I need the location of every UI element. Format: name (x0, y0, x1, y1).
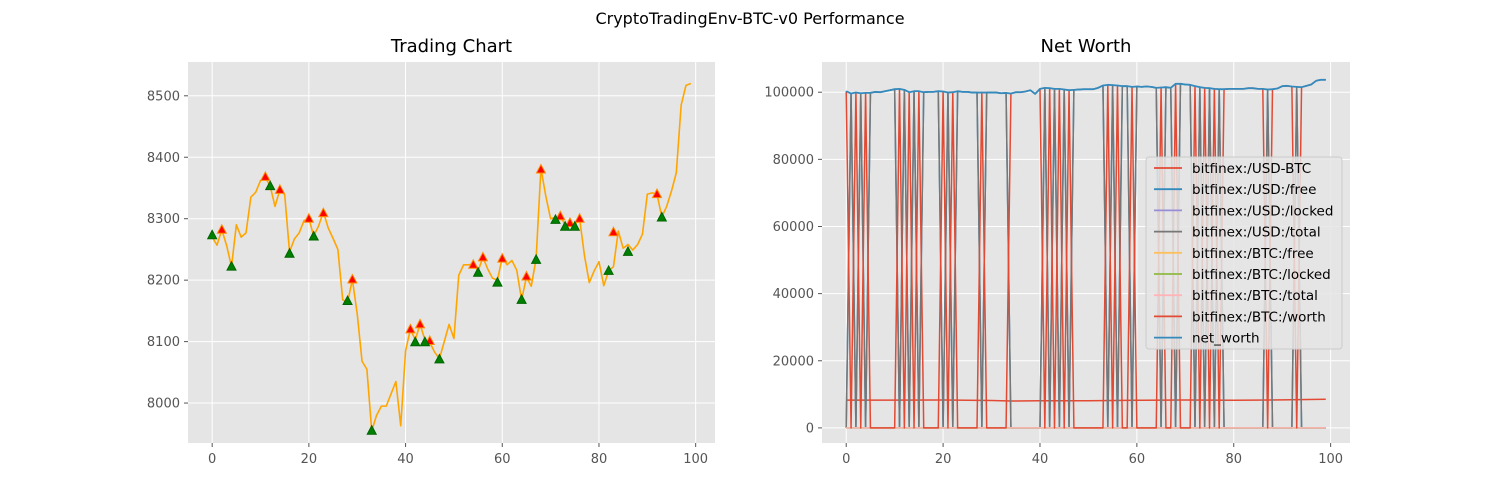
sell-marker (347, 273, 358, 284)
legend-label: bitfinex:/USD:/total (1192, 225, 1321, 241)
legend-box (1145, 156, 1343, 350)
buy-marker (492, 276, 503, 287)
buy-marker (656, 211, 668, 222)
y-tick-label: 100000 (764, 86, 814, 101)
sell-marker (608, 226, 619, 237)
buy-marker (342, 294, 353, 306)
sell-marker (554, 210, 566, 221)
y-tick-label: 80000 (773, 153, 814, 168)
sell-marker (274, 183, 286, 194)
legend-label: bitfinex:/BTC:/locked (1192, 267, 1331, 283)
buy-marker (472, 266, 484, 277)
y-tick-label: 8000 (147, 397, 180, 412)
sell-marker (467, 258, 479, 269)
buy-marker (550, 213, 561, 224)
sell-marker (318, 207, 329, 218)
legend-label: bitfinex:/BTC:/free (1192, 246, 1314, 262)
sell-marker (405, 323, 416, 334)
buy-marker (264, 180, 276, 191)
y-tick-label: 8200 (147, 274, 180, 289)
x-tick-label: 60 (494, 452, 511, 467)
y-tick-label: 8400 (147, 151, 180, 166)
legend-label: bitfinex:/USD:/locked (1192, 203, 1333, 219)
sell-marker (414, 318, 426, 329)
buy-marker (434, 353, 445, 364)
x-tick-label: 0 (208, 452, 216, 467)
x-tick-label: 100 (1318, 452, 1343, 467)
net-worth-legend: bitfinex:/USD-BTC bitfinex:/USD:/free bitf… (1145, 156, 1343, 350)
price-line (211, 82, 692, 432)
trading-chart-plot-area (188, 62, 715, 443)
buy-marker (603, 264, 614, 275)
net-worth-title: Net Worth (1041, 36, 1132, 57)
legend-label: bitfinex:/BTC:/worth (1192, 309, 1326, 325)
x-tick-label: 40 (1032, 452, 1049, 467)
series-line-8 (845, 78, 1326, 95)
sell-marker (260, 170, 271, 181)
sell-marker (496, 252, 508, 263)
legend-label: bitfinex:/USD-BTC (1192, 161, 1311, 177)
legend-label: bitfinex:/BTC:/total (1192, 288, 1318, 304)
sell-marker (574, 212, 585, 223)
figure-title: CryptoTradingEnv-BTC-v0 Performance (595, 9, 904, 28)
net-worth-axes: Net Worth 0 20 40 60 80 100 0 20000 40000 60000 80… (764, 36, 1350, 467)
y-tick-label: 40000 (773, 287, 814, 302)
y-tick-label: 60000 (773, 220, 814, 235)
x-tick-label: 20 (935, 452, 952, 467)
buy-marker (530, 253, 542, 264)
y-tick-label: 20000 (773, 354, 814, 369)
buy-marker (366, 424, 378, 435)
buy-marker (308, 230, 320, 241)
sell-marker (535, 163, 547, 174)
buy-marker (559, 220, 571, 231)
sell-marker (651, 188, 663, 199)
x-tick-label: 80 (591, 452, 608, 467)
x-tick-label: 0 (842, 452, 850, 467)
sell-marker (216, 223, 228, 234)
x-tick-label: 100 (683, 452, 708, 467)
series-line-0 (846, 398, 1326, 402)
buy-marker (419, 336, 431, 347)
sell-marker (521, 270, 532, 281)
buy-marker (622, 245, 634, 256)
y-tick-label: 8100 (147, 335, 180, 350)
buy-marker (516, 293, 527, 304)
y-tick-label: 8500 (147, 89, 180, 104)
x-tick-label: 80 (1225, 452, 1242, 467)
buy-marker (206, 229, 218, 240)
legend-label: bitfinex:/USD:/free (1192, 182, 1316, 198)
sell-marker (564, 216, 576, 228)
sell-marker (303, 212, 315, 223)
y-tick-label: 8300 (147, 212, 180, 227)
y-tick-label: 0 (806, 421, 814, 436)
sell-marker (477, 251, 489, 262)
x-tick-label: 60 (1129, 452, 1146, 467)
buy-marker (284, 247, 295, 258)
buy-marker (409, 336, 421, 347)
x-tick-label: 40 (397, 452, 414, 467)
x-tick-label: 20 (301, 452, 318, 467)
legend-label: net_worth (1192, 331, 1260, 347)
trading-chart-axes: Trading Chart 0 20 40 60 80 100 8000 8100 8200 83… (147, 36, 715, 467)
buy-marker (569, 220, 581, 231)
buy-marker (226, 260, 237, 271)
trading-chart-title: Trading Chart (390, 36, 512, 57)
